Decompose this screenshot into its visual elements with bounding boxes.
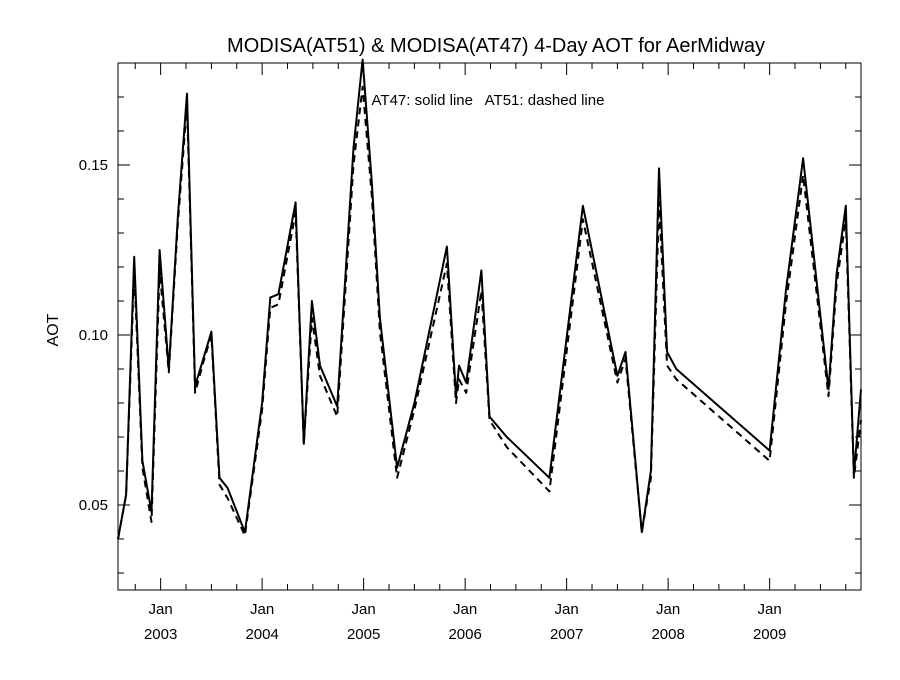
x-tick-month-label: Jan — [250, 601, 274, 618]
x-tick-month-label: Jan — [555, 601, 579, 618]
y-tick-label: 0.10 — [79, 327, 108, 344]
x-tick-year-label: 2006 — [448, 626, 481, 643]
chart-title: MODISA(AT51) & MODISA(AT47) 4-Day AOT fo… — [227, 35, 765, 57]
legend-annotation: AT47: solid line AT51: dashed line — [372, 92, 605, 109]
x-tick-year-label: 2003 — [144, 626, 177, 643]
x-tick-month-label: Jan — [656, 601, 680, 618]
x-tick-year-label: 2008 — [651, 626, 684, 643]
x-tick-month-label: Jan — [149, 601, 173, 618]
x-tick-year-label: 2007 — [550, 626, 583, 643]
x-tick-year-label: 2005 — [347, 626, 380, 643]
plot-frame — [117, 62, 862, 591]
x-tick-month-label: Jan — [352, 601, 376, 618]
y-axis-label: AOT — [45, 313, 62, 346]
series-line-at47-solid — [117, 58, 862, 540]
x-tick-month-label: Jan — [758, 601, 782, 618]
y-tick-label: 0.15 — [79, 157, 108, 174]
y-tick-label: 0.05 — [79, 497, 108, 514]
x-tick-month-label: Jan — [453, 601, 477, 618]
axis-ticks: 0.05 0.10 0.15 Jan 2003 Jan 2004 Jan 2005 Jan 2006… — [79, 62, 861, 643]
series-lines — [117, 58, 862, 540]
series-line-at51-dashed — [117, 85, 862, 540]
x-tick-year-label: 2004 — [245, 626, 278, 643]
x-tick-year-label: 2009 — [753, 626, 786, 643]
